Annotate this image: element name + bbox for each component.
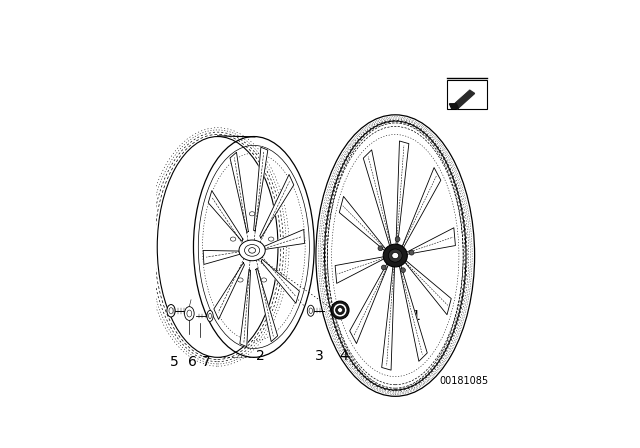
- Text: 00181085: 00181085: [440, 376, 489, 386]
- Polygon shape: [208, 190, 243, 241]
- Ellipse shape: [378, 246, 383, 251]
- Polygon shape: [253, 147, 268, 231]
- Polygon shape: [261, 259, 300, 303]
- Ellipse shape: [331, 301, 349, 319]
- Polygon shape: [230, 152, 248, 233]
- Polygon shape: [263, 229, 305, 250]
- Ellipse shape: [261, 278, 267, 282]
- Ellipse shape: [392, 253, 399, 258]
- Text: 6: 6: [188, 356, 197, 370]
- Polygon shape: [364, 150, 392, 247]
- Text: 5: 5: [170, 356, 179, 370]
- Polygon shape: [381, 265, 395, 370]
- Polygon shape: [404, 259, 451, 314]
- Ellipse shape: [401, 268, 406, 272]
- Ellipse shape: [381, 265, 386, 270]
- Polygon shape: [401, 168, 441, 249]
- Polygon shape: [349, 262, 389, 344]
- Polygon shape: [335, 256, 386, 283]
- Bar: [447, 80, 486, 109]
- Ellipse shape: [167, 305, 175, 317]
- Text: 3: 3: [315, 349, 324, 362]
- Polygon shape: [396, 141, 409, 246]
- Polygon shape: [240, 270, 251, 347]
- Ellipse shape: [230, 237, 236, 241]
- Ellipse shape: [395, 237, 400, 241]
- Ellipse shape: [383, 244, 407, 267]
- Text: 7: 7: [202, 356, 211, 370]
- Ellipse shape: [335, 306, 344, 314]
- Polygon shape: [399, 264, 428, 361]
- Polygon shape: [203, 250, 241, 264]
- Polygon shape: [214, 263, 244, 319]
- Ellipse shape: [388, 249, 402, 262]
- Ellipse shape: [268, 237, 274, 241]
- Ellipse shape: [409, 250, 414, 255]
- Ellipse shape: [184, 306, 194, 320]
- Ellipse shape: [237, 278, 243, 282]
- Polygon shape: [404, 228, 456, 255]
- Polygon shape: [256, 268, 278, 341]
- Ellipse shape: [207, 310, 213, 322]
- Polygon shape: [449, 104, 458, 108]
- Ellipse shape: [250, 212, 255, 216]
- Text: 4: 4: [339, 349, 348, 362]
- Ellipse shape: [338, 308, 342, 313]
- Ellipse shape: [244, 245, 260, 256]
- Polygon shape: [339, 196, 387, 252]
- Polygon shape: [452, 90, 475, 109]
- Text: 2: 2: [257, 349, 265, 362]
- Ellipse shape: [239, 240, 265, 261]
- Text: 1: 1: [412, 309, 420, 323]
- Ellipse shape: [307, 305, 314, 316]
- Polygon shape: [260, 174, 294, 238]
- Ellipse shape: [333, 303, 347, 317]
